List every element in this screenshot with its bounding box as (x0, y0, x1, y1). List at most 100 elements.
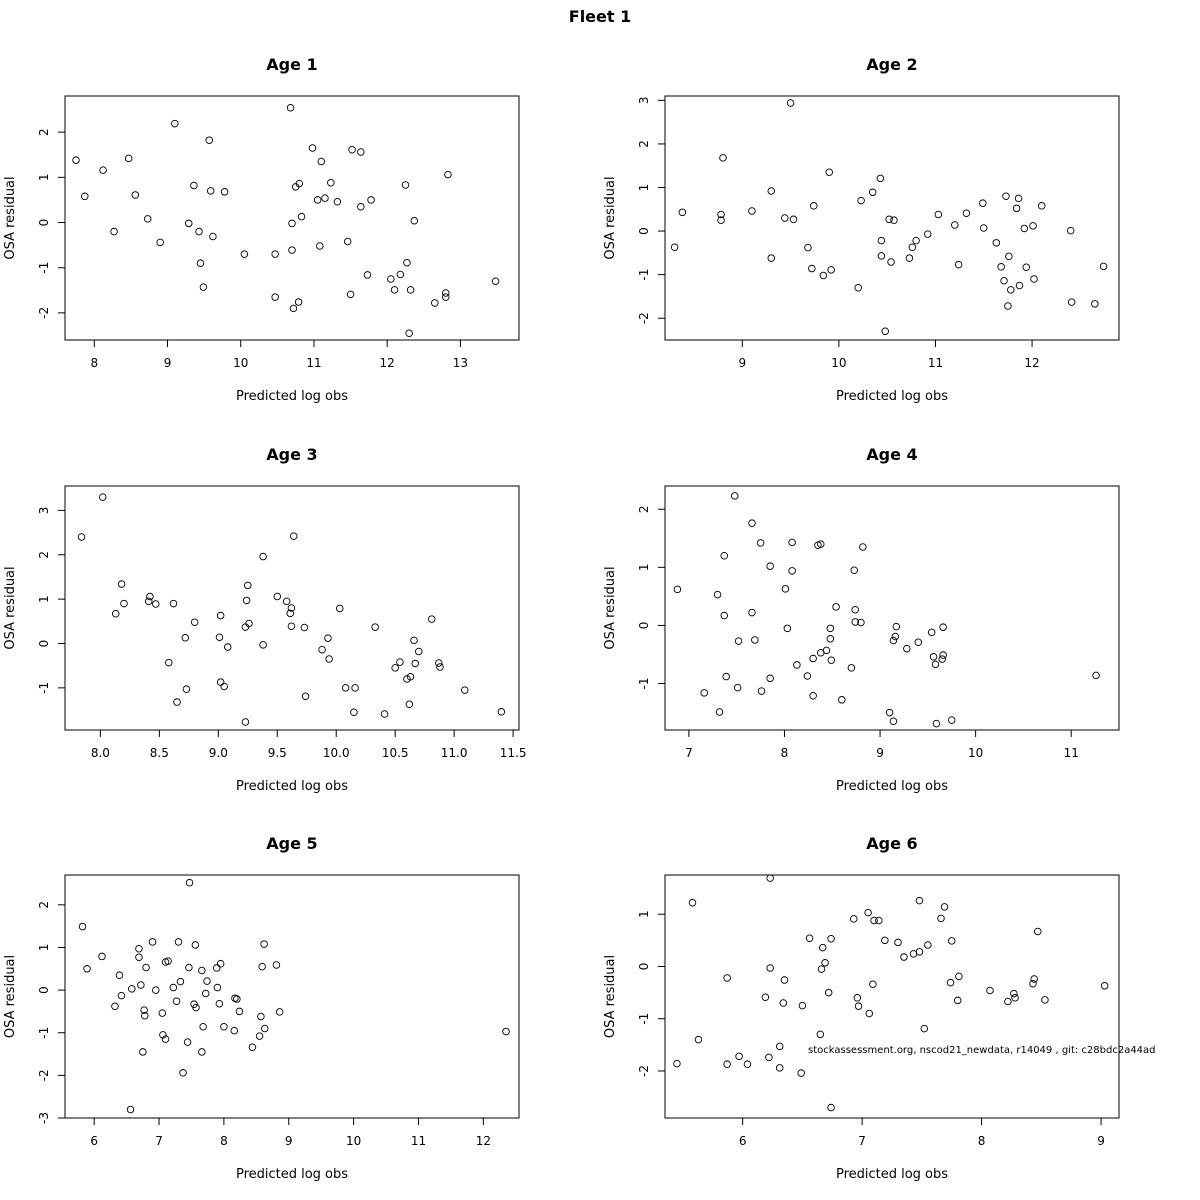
data-point (325, 655, 333, 663)
data-point (161, 1035, 170, 1043)
data-point (124, 154, 133, 163)
data-point (1020, 224, 1029, 233)
data-point (241, 718, 250, 726)
data-point (403, 258, 411, 267)
data-point (719, 154, 727, 162)
data-point (670, 243, 679, 251)
data-point (300, 623, 309, 632)
data-point (427, 615, 436, 623)
data-point (979, 199, 987, 207)
data-point (387, 275, 395, 283)
data-point (1005, 252, 1013, 261)
data-point (259, 552, 267, 561)
x-tick-label: 10.5 (382, 746, 409, 760)
y-tick-label: 2 (37, 551, 51, 559)
panel-title: Age 3 (266, 445, 317, 464)
data-point (282, 597, 291, 606)
data-point (892, 622, 901, 631)
data-point (857, 196, 865, 205)
y-tick-label: 0 (637, 227, 651, 235)
data-point (734, 637, 743, 645)
data-point (934, 210, 943, 219)
data-point (915, 948, 924, 956)
scatter-panel-3: Age 3 8.0 8.5 9.0 9.5 10.0 10.5 11.0 11.5 -1 0 1 2 3 P… (3, 445, 526, 794)
data-point (244, 581, 252, 590)
data-point (798, 1001, 807, 1010)
data-point (717, 210, 725, 219)
data-point (766, 964, 774, 972)
data-point (793, 661, 801, 669)
x-tick-label: 11.0 (441, 746, 468, 760)
y-tick-label: -1 (637, 1013, 651, 1025)
data-point (761, 993, 770, 1002)
y-axis-label: OSA residual (3, 176, 18, 259)
data-point (810, 202, 818, 210)
y-axis-label: OSA residual (603, 176, 618, 259)
x-tick-label: 12 (380, 356, 395, 370)
y-axis-label: OSA residual (3, 566, 18, 649)
data-point (818, 943, 827, 952)
data-point (889, 717, 898, 726)
data-point (733, 683, 742, 692)
data-point (947, 937, 956, 945)
data-point (259, 641, 267, 649)
data-point (827, 656, 836, 665)
data-point (946, 978, 955, 987)
data-point (350, 708, 358, 717)
data-point (98, 952, 106, 961)
plot-frame (64, 485, 520, 731)
data-point (847, 664, 856, 672)
data-point (723, 974, 731, 982)
data-point (997, 263, 1005, 271)
data-point (827, 266, 835, 274)
scatter-panel-6: Age 6 6 7 8 9 -2 -1 0 1 Predicted log obs OSA resi… (603, 834, 1120, 1182)
data-point (865, 1009, 874, 1018)
x-tick-label: 8 (220, 1134, 228, 1148)
data-point (220, 682, 228, 691)
data-point (748, 519, 756, 527)
data-point (220, 1023, 228, 1031)
data-point (937, 914, 945, 923)
data-point (126, 1105, 135, 1114)
data-point (191, 941, 200, 949)
data-point (110, 227, 118, 236)
data-point (864, 908, 872, 917)
data-point (819, 271, 828, 280)
data-point (908, 243, 917, 251)
data-point (931, 660, 940, 669)
data-point (159, 1031, 167, 1039)
data-point (766, 674, 774, 683)
data-point (720, 611, 729, 620)
data-point (431, 299, 439, 307)
data-point (748, 207, 756, 215)
plot-frame (64, 874, 520, 1119)
data-point (78, 922, 87, 931)
data-point (781, 214, 789, 222)
data-point (877, 252, 886, 260)
data-point (173, 698, 181, 706)
data-point (723, 1060, 731, 1068)
data-point (174, 938, 183, 946)
data-point (1066, 226, 1075, 235)
data-point (700, 689, 708, 697)
data-point (850, 915, 858, 923)
data-point (171, 119, 179, 128)
data-point (444, 170, 452, 179)
y-tick-label: 2 (637, 140, 651, 148)
data-point (694, 1035, 703, 1044)
data-point (288, 219, 296, 228)
data-point (986, 986, 994, 995)
data-point (135, 945, 143, 953)
data-point (817, 540, 825, 548)
data-point (885, 708, 894, 717)
data-point (1002, 192, 1010, 200)
y-tick-label: -3 (37, 1112, 51, 1124)
x-tick-label: 6 (90, 1134, 98, 1148)
y-tick-label: 1 (37, 174, 51, 182)
data-point (301, 692, 310, 701)
data-point (876, 174, 885, 183)
data-point (497, 708, 506, 716)
data-point (172, 997, 181, 1005)
